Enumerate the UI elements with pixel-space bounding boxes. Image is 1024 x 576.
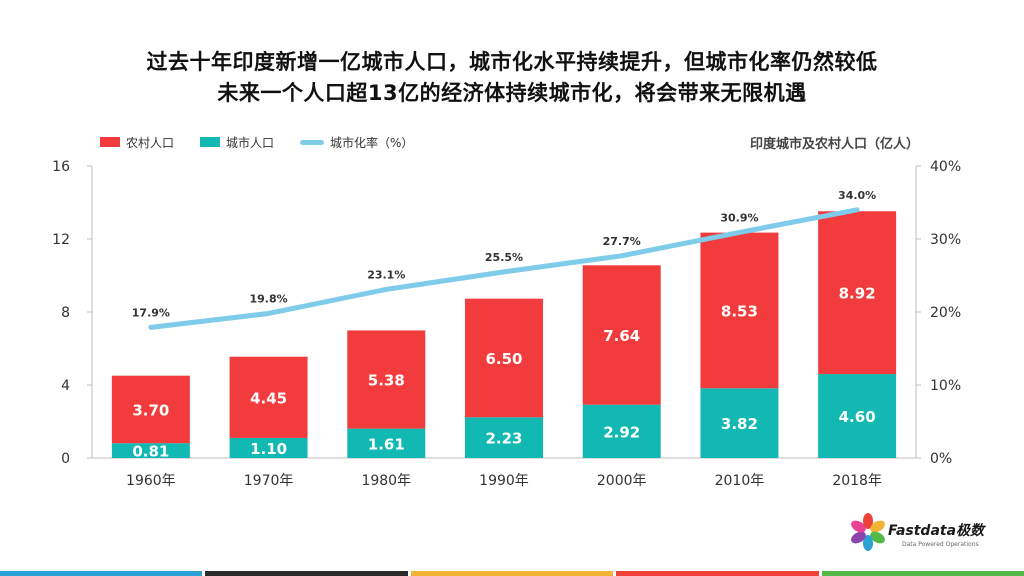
urbanization-rate-line [148,207,860,330]
bar-label-urban: 0.81 [132,443,169,461]
bar-urban [700,388,779,458]
x-tick-label: 1970年 [244,473,294,489]
rate-data-label: 19.8% [249,292,287,305]
bar-rural [700,232,779,389]
y-left-tick-label: 8 [61,305,70,321]
logo-name: Fastdata极数 [888,523,985,539]
bar-label-urban: 4.60 [839,408,876,426]
bar-label-rural: 6.50 [485,350,522,368]
rate-data-label: 34.0% [838,189,876,202]
chart-unit-label: 印度城市及农村人口（亿人） [749,137,919,152]
bar-urban [465,417,543,458]
bar-label-rural: 8.53 [721,302,758,320]
footer-segment [410,571,614,576]
slide-title-line2: 未来一个人口超13亿的经济体持续城市化，将会带来无限机遇 [217,81,807,105]
chart-legend: 农村人口 城市人口 城市化率（%） [100,132,439,152]
bar-label-rural: 8.92 [839,285,876,303]
x-tick-label: 1980年 [361,473,411,489]
x-tick-label: 2000年 [597,473,647,489]
bar-label-urban: 2.23 [485,430,522,448]
legend-item-urban: 城市人口 [200,134,274,151]
bar-label-rural: 4.45 [250,389,287,407]
bar-rural [582,265,661,405]
rate-data-label: 17.9% [132,306,170,319]
bar-rural [111,375,190,444]
logo-tagline: Data Powered Operations [902,541,979,548]
bar-urban [111,443,190,458]
bar-label-urban: 2.92 [603,423,640,441]
footer-segment [0,571,203,576]
y-right-tick-label: 30% [930,232,961,248]
y-right-tick-label: 40% [930,159,961,175]
bar-urban [347,428,426,458]
y-right-tick-label: 10% [930,378,961,394]
bar-urban [582,404,661,458]
x-tick-label: 2018年 [832,473,882,489]
legend-swatch-urban [200,137,221,147]
bar-rural [229,356,308,438]
legend-label-urban: 城市人口 [226,135,275,150]
footer-segment [205,571,408,576]
x-tick-label: 2010年 [715,473,765,489]
rate-data-label: 23.1% [367,268,405,281]
legend-item-rate: 城市化率（%） [300,134,413,151]
rate-data-label: 27.7% [603,235,641,248]
bar-label-rural: 7.64 [603,327,640,345]
bar-urban [229,437,308,458]
bar-label-urban: 1.61 [368,435,405,453]
bar-label-rural: 5.38 [368,372,405,390]
legend-swatch-rural [100,137,120,147]
flower-logo-icon [851,513,885,551]
y-right-tick-label: 0% [930,451,952,467]
bar-rural [347,330,426,429]
y-left-tick-label: 12 [52,232,70,248]
legend-label-rural: 农村人口 [126,135,175,150]
footer-color-bar [0,571,1024,576]
rate-data-label: 25.5% [485,251,523,264]
fastdata-logo: Fastdata极数 Data Powered Operations [848,512,998,556]
x-tick-label: 1960年 [126,473,176,489]
bar-label-rural: 3.70 [132,401,169,419]
bar-rural [465,298,543,418]
slide-title-line1: 过去十年印度新增一亿城市人口，城市化水平持续提升，但城市化率仍然较低 [146,50,878,74]
bar-label-urban: 1.10 [250,440,287,458]
footer-segment [821,571,1024,576]
legend-label-rate: 城市化率（%） [330,135,414,150]
y-left-tick-label: 0 [61,451,70,467]
bar-rural [818,211,897,375]
rate-data-label: 30.9% [720,211,758,224]
y-left-tick-label: 16 [52,159,70,175]
x-tick-label: 1990年 [479,473,529,489]
bar-label-urban: 3.82 [721,415,758,433]
y-left-tick-label: 4 [61,378,70,394]
footer-segment [616,571,819,576]
legend-item-rural: 农村人口 [100,134,174,151]
bar-urban [818,374,897,458]
y-right-tick-label: 20% [930,305,961,321]
legend-swatch-rate [300,139,325,145]
